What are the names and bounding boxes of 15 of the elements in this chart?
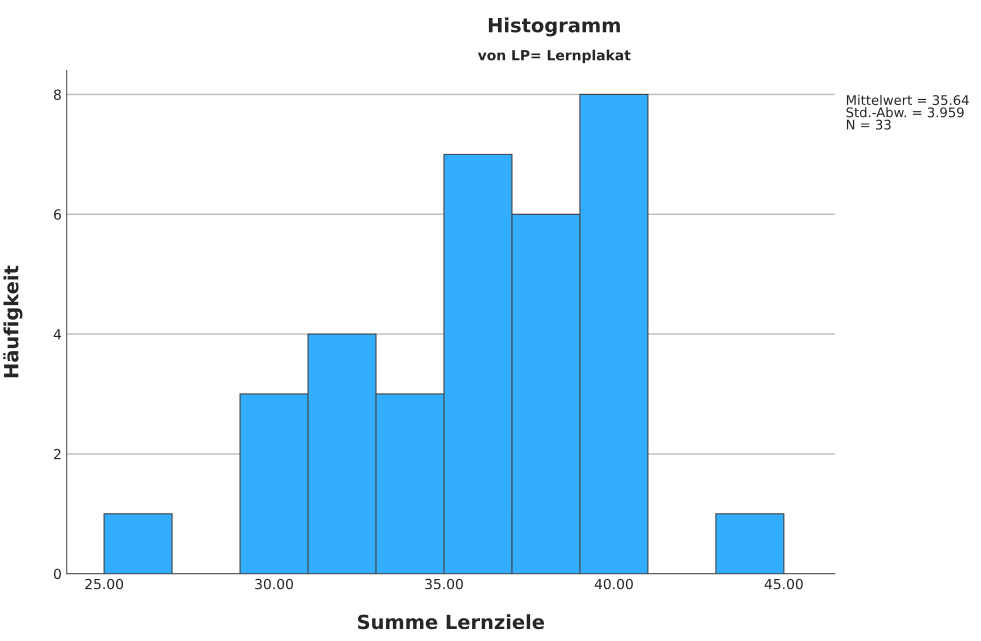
x-tick-label: 35.00: [425, 578, 463, 590]
y-tick-label: 0: [54, 568, 61, 580]
chart-title: Histogramm: [488, 17, 620, 36]
y-axis-title: Häufigkeit: [3, 266, 22, 378]
text: Mittelwert = 35.64 Std.-Abw. = 3.959 N = 33: [846, 94, 969, 130]
chart-subtitle: von LP= Lernplakat: [478, 50, 631, 64]
y-tick-label: 6: [54, 209, 61, 220]
x-tick-label: 30.00: [255, 578, 293, 590]
x-tick-label: 40.00: [594, 578, 633, 590]
y-tick-label: 2: [54, 448, 60, 460]
x-axis-title: Summe Lernziele: [358, 614, 544, 630]
x-tick-label: 25.00: [85, 578, 124, 590]
y-tick-label: 8: [54, 89, 61, 100]
y-tick-label: 4: [54, 329, 62, 340]
x-tick-label: 45.00: [764, 578, 803, 590]
